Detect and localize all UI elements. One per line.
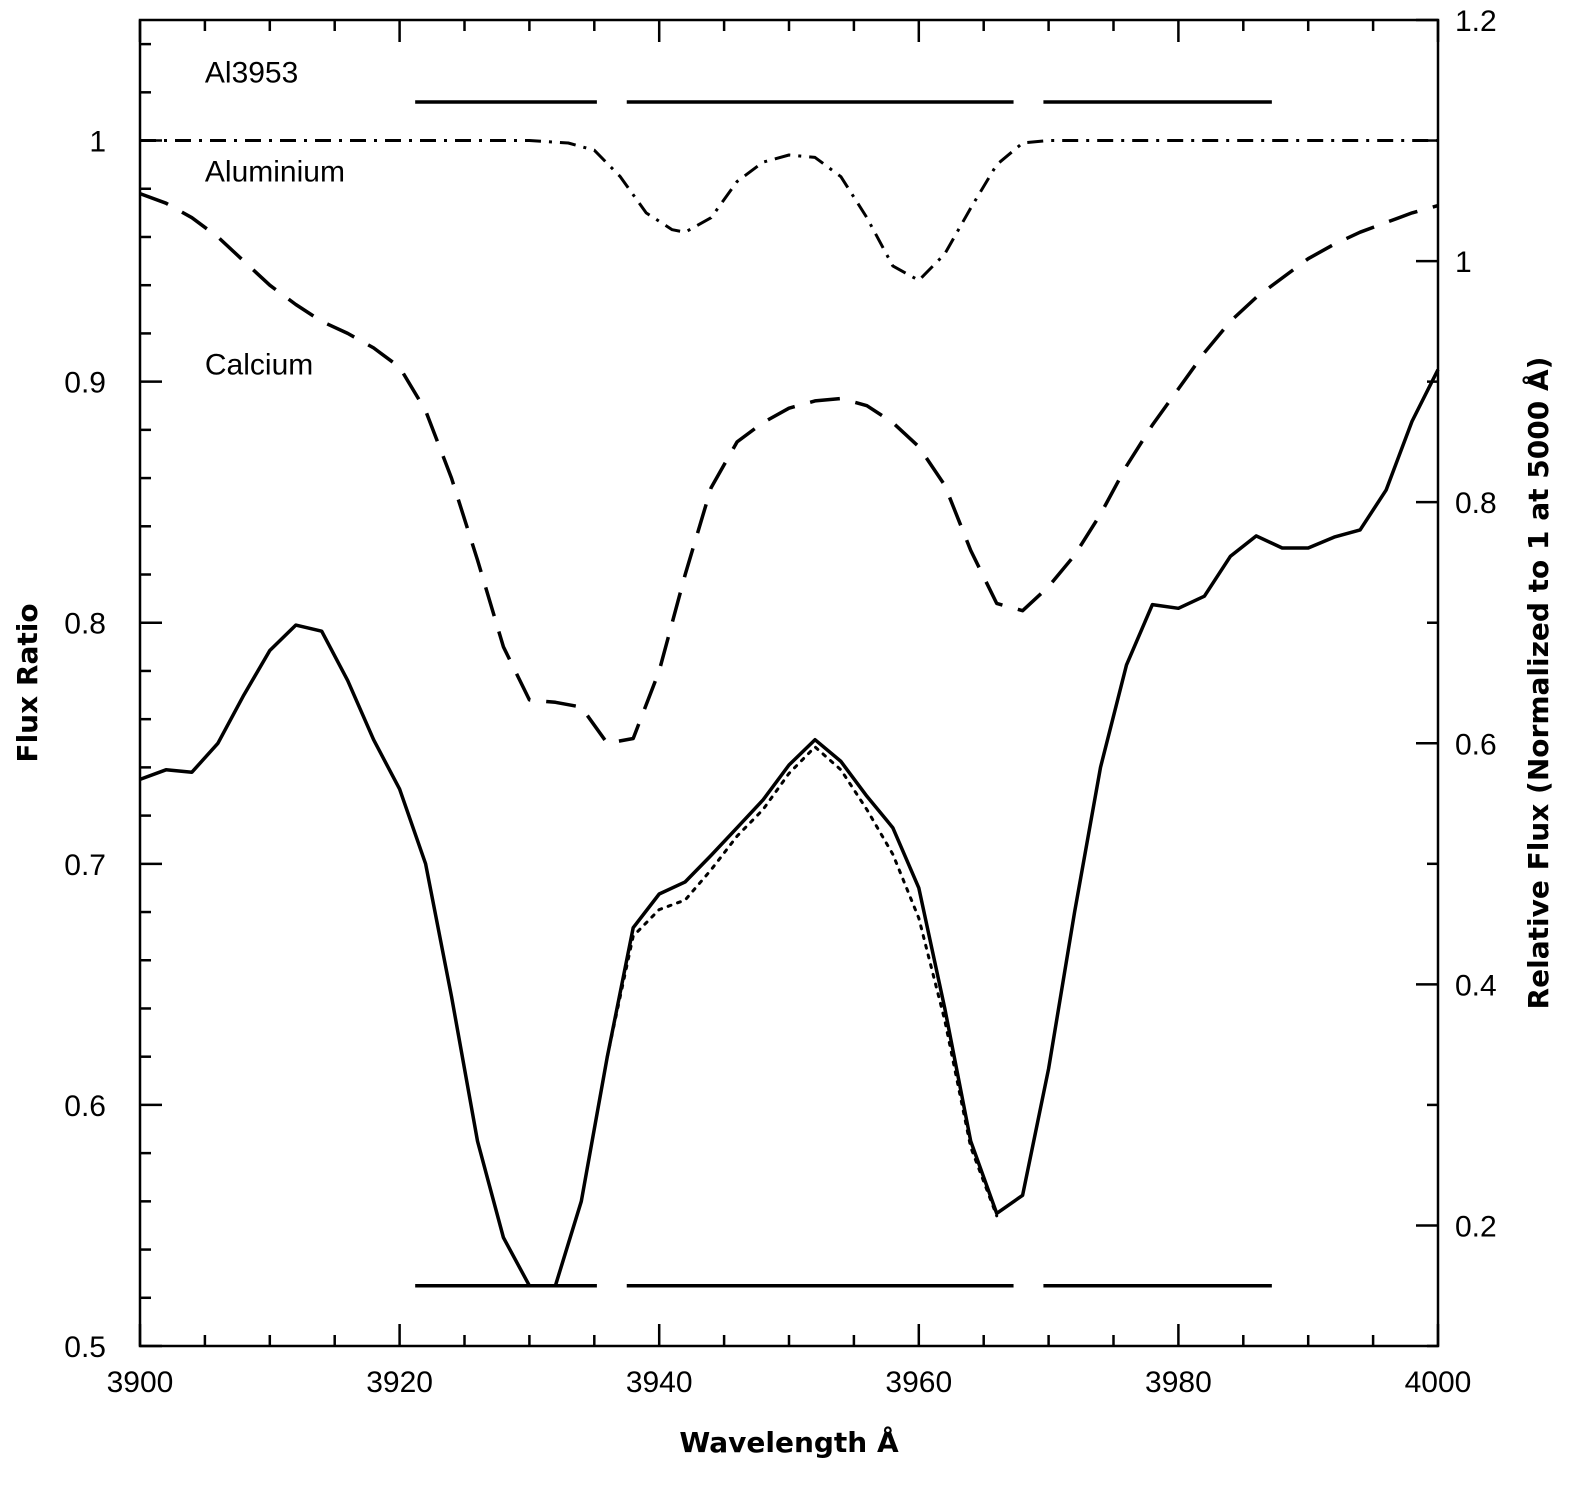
series-line-dotted	[605, 745, 999, 1218]
y2-tick-label: 1	[1455, 246, 1472, 279]
series-line-dash-dot	[140, 139, 1438, 282]
y-tick-label: 0.6	[64, 1090, 106, 1123]
x-tick-label: 3920	[366, 1366, 433, 1399]
y-tick-label: 0.7	[64, 849, 106, 882]
y2-tick-label: 0.8	[1455, 487, 1497, 520]
series-line-long-dash	[139, 191, 1439, 746]
x-tick-label: 4000	[1405, 1366, 1472, 1399]
annotation-label: Al3953	[205, 57, 298, 90]
y2-tick-label: 1.2	[1455, 5, 1497, 38]
x-axis-title: Wavelength Å	[679, 1425, 899, 1459]
annotation-label: Aluminium	[205, 156, 345, 189]
y-tick-label: 0.9	[64, 367, 106, 400]
annotation-label: Calcium	[205, 348, 313, 381]
x-tick-label: 3940	[626, 1366, 693, 1399]
y-axis-title: Flux Ratio	[11, 603, 44, 762]
series-line-solid	[139, 368, 1440, 1288]
y-tick-label: 0.8	[64, 608, 106, 641]
y2-tick-label: 0.2	[1455, 1210, 1497, 1243]
x-tick-label: 3980	[1145, 1366, 1212, 1399]
plot-frame	[138, 18, 1440, 1348]
series-lines	[139, 139, 1440, 1288]
y2-tick-label: 0.4	[1455, 969, 1497, 1002]
y2-tick-label: 0.6	[1455, 728, 1497, 761]
x-tick-label: 3960	[885, 1366, 952, 1399]
wavelength-bands	[415, 100, 1272, 1288]
y-tick-label: 0.5	[64, 1331, 106, 1364]
y-tick-label: 1	[89, 126, 106, 159]
x-tick-label: 3900	[107, 1366, 174, 1399]
tick-labels: 3900 3920 3940 3960 3980 4000 0.5 0.6 0.7 0.8 0.9 1…	[64, 5, 1496, 1399]
annotations: Al3953 Aluminium Calcium	[205, 57, 345, 382]
y2-axis-title: Relative Flux (Normalized to 1 at 5000 Å…	[1521, 357, 1555, 1010]
axis-ticks	[138, 18, 1440, 1348]
